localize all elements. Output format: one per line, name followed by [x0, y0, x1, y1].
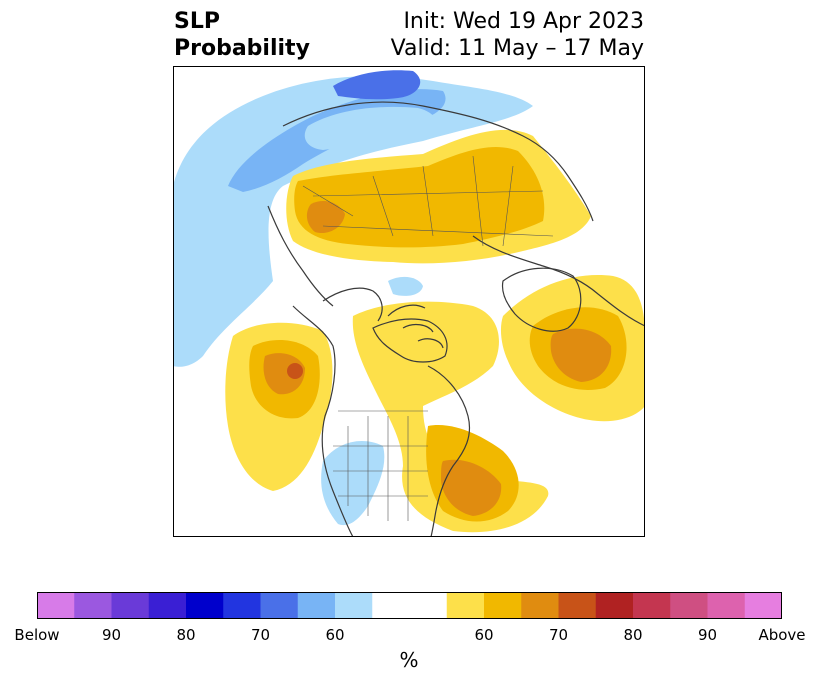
map-svg [173, 66, 645, 537]
map-border [173, 66, 645, 537]
colorbar-unit-label: % [399, 648, 419, 672]
colorbar-tick-label: 70 [250, 626, 271, 644]
colorbar-swatch [744, 592, 782, 619]
colorbar-swatch [446, 592, 485, 619]
colorbar-outline [37, 592, 782, 619]
colorbar-tick-label: 90 [697, 626, 718, 644]
colorbar-svg [37, 592, 782, 619]
coastline-north-america-east [427, 365, 471, 537]
colorbar-tick-label: 60 [474, 626, 494, 644]
coastline-europe [472, 235, 645, 327]
colorbar-swatch [148, 592, 187, 619]
colorbar-ticks: Below 90 80 70 60 60 70 80 90 Above [0, 626, 819, 646]
colorbar-swatch [521, 592, 559, 619]
coastline-north-america-west [292, 305, 354, 537]
above-80-eastern-us-center [441, 459, 502, 516]
border-layer [302, 155, 554, 521]
forecast-dates: Init: Wed 19 Apr 2023 Valid: 11 May – 17… [391, 8, 644, 62]
colorbar-swatch [37, 592, 75, 619]
colorbar-tick-label: Above [758, 626, 806, 644]
title-line-slp: SLP [174, 9, 220, 34]
colorbar-swatch [223, 592, 261, 619]
colorbar-swatch [260, 592, 299, 619]
chart-title: SLP Probability [174, 8, 310, 62]
below-80-arctic-region [333, 70, 421, 100]
colorbar-swatch [297, 592, 336, 619]
colorbar-swatch [111, 592, 150, 619]
coastline-layer [267, 101, 645, 537]
colorbar-tick-label: 60 [325, 626, 345, 644]
colorbar-swatch [595, 592, 634, 619]
colorbar-swatch [707, 592, 746, 619]
colorbar-swatch [484, 592, 522, 619]
coastline-hudson-bay [372, 318, 448, 363]
colorbar [37, 592, 782, 619]
colorbar-swatch [372, 592, 410, 619]
coastline-alaska [322, 287, 383, 322]
valid-range: Valid: 11 May – 17 May [390, 36, 644, 61]
colorbar-tick-label: 80 [176, 626, 196, 644]
colorbar-swatch [633, 592, 671, 619]
above-80-north-atlantic-center [550, 328, 612, 382]
init-date: Init: Wed 19 Apr 2023 [403, 9, 644, 34]
below-60-central-us-region [321, 441, 385, 526]
colorbar-tick-label: 90 [101, 626, 122, 644]
colorbar-swatch [670, 592, 708, 619]
above-60-canada-region [352, 301, 549, 533]
colorbar-swatch [335, 592, 373, 619]
colorbar-swatch [74, 592, 112, 619]
colorbar-swatch [409, 592, 448, 619]
colorbar-swatch [558, 592, 597, 619]
eurasia-borders [302, 155, 554, 247]
colorbar-tick-label: Below [14, 626, 60, 644]
shading-layer [173, 70, 645, 533]
above-80-europe-patch [306, 201, 345, 234]
title-line-probability: Probability [174, 36, 310, 61]
coastline-greenland [501, 267, 582, 332]
coastline-arctic-islands [387, 304, 444, 349]
above-90-north-pacific-core [287, 363, 303, 379]
below-60-arctic-patch [304, 106, 437, 150]
us-state-grid [333, 416, 428, 521]
coastline-east-asia [267, 205, 334, 307]
probability-map [173, 66, 645, 537]
colorbar-tick-label: 70 [548, 626, 569, 644]
coastline-eurasia-arctic [282, 101, 594, 222]
colorbar-tick-label: 80 [623, 626, 643, 644]
colorbar-swatch [186, 592, 224, 619]
below-60-hudson-patch [388, 276, 423, 296]
above-70-eurasia-region [294, 146, 545, 248]
